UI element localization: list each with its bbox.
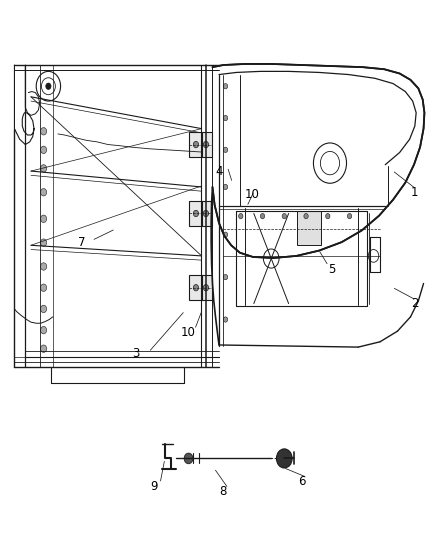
Circle shape (223, 274, 228, 280)
Circle shape (223, 115, 228, 120)
Circle shape (41, 305, 47, 313)
Circle shape (41, 189, 47, 196)
FancyBboxPatch shape (189, 132, 201, 157)
Text: 10: 10 (244, 189, 259, 201)
Circle shape (223, 84, 228, 89)
Circle shape (223, 184, 228, 190)
Circle shape (304, 214, 308, 219)
FancyBboxPatch shape (201, 132, 212, 157)
Circle shape (41, 146, 47, 154)
Circle shape (41, 326, 47, 334)
Circle shape (193, 141, 198, 148)
Circle shape (184, 453, 193, 464)
Circle shape (203, 285, 208, 291)
Text: 1: 1 (411, 186, 419, 199)
Circle shape (41, 239, 47, 246)
Text: 6: 6 (298, 475, 305, 488)
Text: 8: 8 (220, 486, 227, 498)
Text: 2: 2 (411, 297, 419, 310)
Circle shape (239, 214, 243, 219)
FancyBboxPatch shape (297, 211, 321, 245)
Circle shape (41, 127, 47, 135)
Circle shape (347, 214, 352, 219)
FancyBboxPatch shape (201, 201, 212, 226)
Text: 10: 10 (181, 326, 196, 340)
FancyBboxPatch shape (189, 201, 201, 226)
Circle shape (223, 147, 228, 152)
Circle shape (223, 232, 228, 237)
Text: 3: 3 (133, 348, 140, 360)
Circle shape (41, 263, 47, 270)
Circle shape (41, 165, 47, 172)
Text: 5: 5 (328, 263, 336, 276)
Circle shape (41, 345, 47, 352)
FancyBboxPatch shape (189, 275, 201, 301)
Circle shape (276, 449, 292, 468)
Circle shape (325, 214, 330, 219)
Circle shape (193, 211, 198, 216)
Circle shape (193, 285, 198, 291)
Circle shape (46, 83, 51, 90)
Text: 7: 7 (78, 236, 86, 249)
Text: 9: 9 (150, 480, 158, 493)
Circle shape (282, 214, 286, 219)
Text: 4: 4 (215, 165, 223, 177)
Circle shape (203, 211, 208, 216)
Circle shape (41, 284, 47, 292)
Circle shape (223, 317, 228, 322)
FancyBboxPatch shape (201, 275, 212, 301)
Circle shape (203, 141, 208, 148)
Circle shape (41, 215, 47, 222)
Circle shape (260, 214, 265, 219)
